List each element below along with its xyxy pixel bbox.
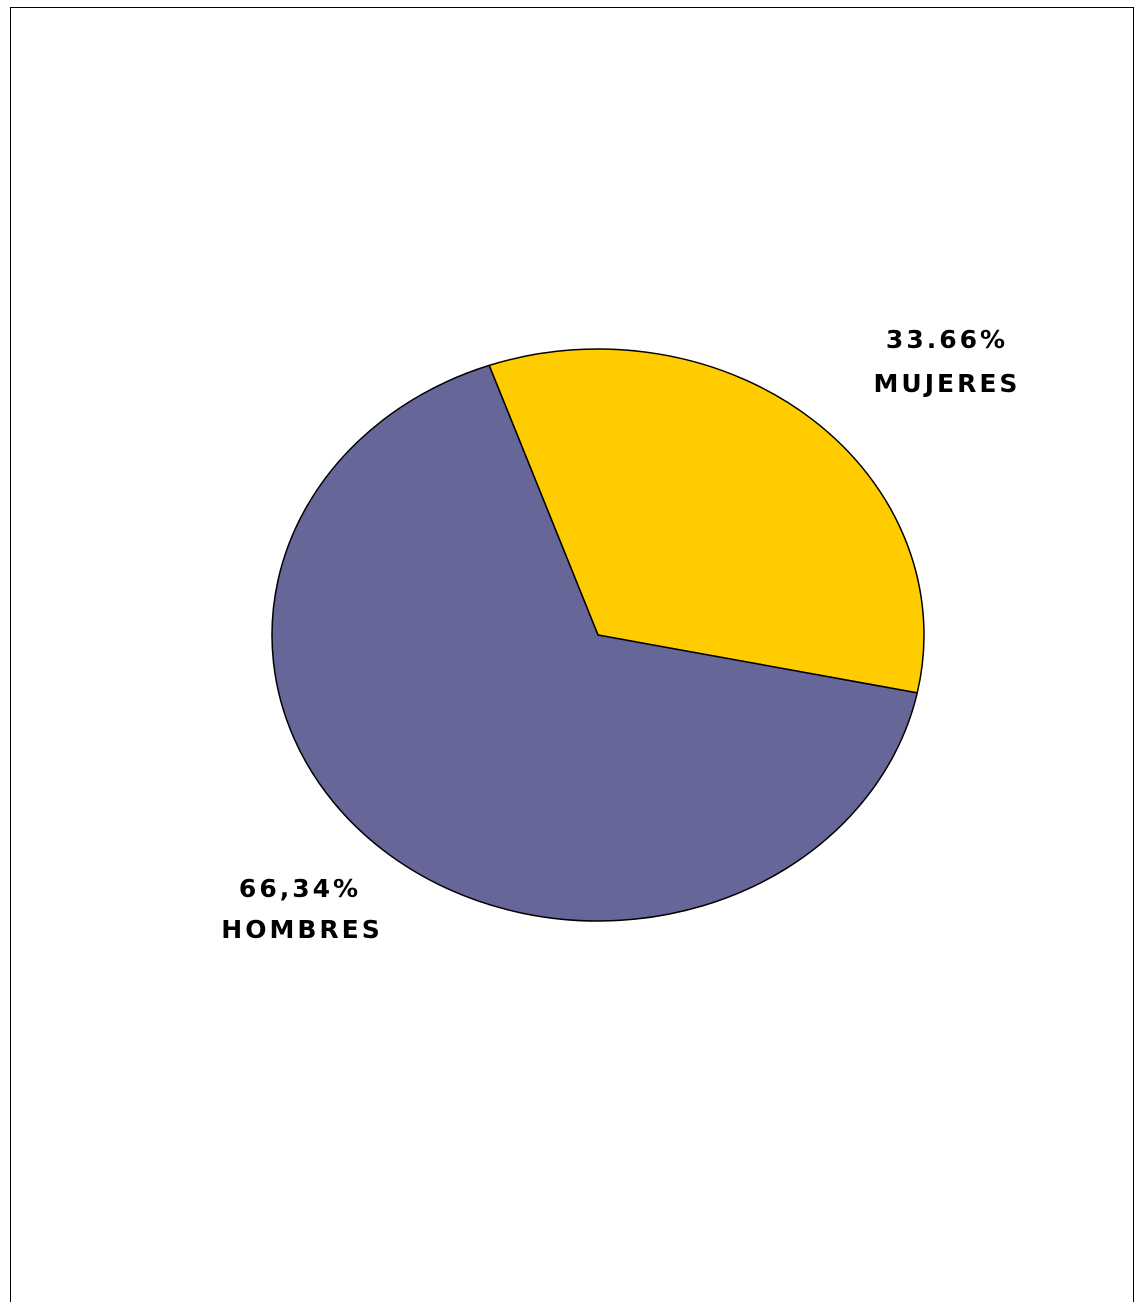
pie-slice-mujeres [488, 348, 925, 694]
pie-slice-hombres [271, 364, 918, 922]
slice-value-label-hombres: 66,34% [239, 874, 361, 903]
slice-category-label-hombres: HOMBRES [221, 915, 382, 944]
pie-slices [271, 348, 925, 922]
slice-category-label-mujeres: MUJERES [874, 369, 1021, 398]
slice-value-label-mujeres: 33.66% [886, 325, 1008, 354]
